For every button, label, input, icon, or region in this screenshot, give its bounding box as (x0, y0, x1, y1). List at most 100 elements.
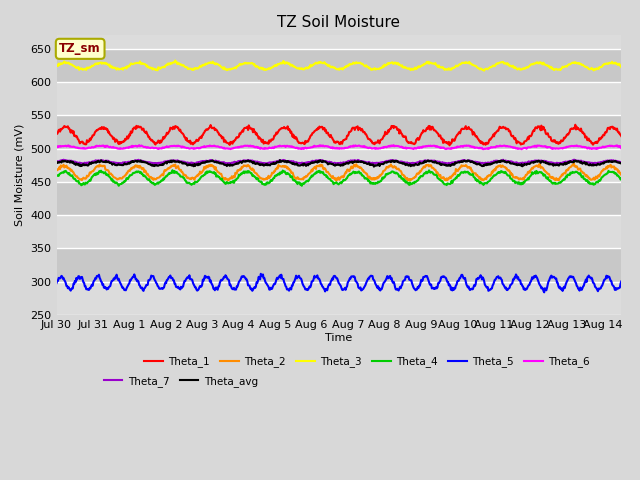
Theta_avg (382, 159, 390, 165)
Theta_3 (52, 63, 60, 69)
Line: Theta_avg: Theta_avg (56, 160, 621, 167)
Theta_7 (60, 157, 67, 163)
Theta_4 (540, 172, 548, 178)
Theta_1 (87, 135, 95, 141)
Theta_3 (480, 68, 488, 73)
Theta_1 (52, 131, 60, 136)
Line: Theta_6: Theta_6 (56, 145, 621, 149)
Bar (56, 48, 621, 82)
Text: TZ_sm: TZ_sm (60, 42, 101, 55)
Theta_2 (52, 167, 60, 172)
Theta_2 (333, 178, 340, 183)
Theta_2 (396, 168, 404, 173)
Theta_4 (483, 180, 490, 186)
Theta_7 (52, 159, 60, 165)
Theta_3 (172, 58, 179, 63)
Theta_1 (445, 143, 453, 148)
Y-axis label: Soil Moisture (mV): Soil Moisture (mV) (15, 124, 25, 227)
Theta_5 (396, 284, 404, 290)
Theta_avg (52, 159, 60, 165)
Bar (56, 282, 621, 315)
Theta_avg (276, 157, 284, 163)
Theta_4 (382, 171, 390, 177)
Theta_4 (298, 183, 306, 189)
Bar (56, 82, 621, 115)
Theta_7 (618, 159, 625, 165)
Line: Theta_7: Theta_7 (56, 160, 621, 164)
X-axis label: Time: Time (325, 333, 353, 343)
Bar (56, 215, 621, 249)
Theta_6 (518, 146, 525, 152)
Theta_7 (414, 159, 422, 165)
Theta_4 (397, 173, 404, 179)
Theta_avg (618, 160, 625, 166)
Theta_2 (87, 169, 95, 175)
Theta_2 (570, 160, 578, 166)
Theta_7 (88, 159, 96, 165)
Theta_7 (483, 160, 490, 166)
Theta_avg (540, 159, 548, 165)
Theta_4 (618, 175, 625, 181)
Theta_6 (540, 144, 548, 149)
Theta_6 (482, 146, 490, 152)
Theta_6 (396, 144, 404, 150)
Line: Theta_2: Theta_2 (56, 163, 621, 180)
Theta_5 (381, 278, 389, 284)
Theta_3 (413, 65, 421, 71)
Theta_1 (482, 142, 490, 148)
Line: Theta_5: Theta_5 (56, 274, 621, 292)
Theta_1 (540, 124, 547, 130)
Theta_7 (382, 158, 390, 164)
Line: Theta_4: Theta_4 (56, 170, 621, 186)
Theta_4 (168, 168, 176, 173)
Bar (56, 182, 621, 215)
Bar (56, 249, 621, 282)
Theta_3 (483, 66, 490, 72)
Theta_2 (540, 166, 547, 172)
Theta_2 (482, 176, 490, 181)
Theta_5 (257, 271, 264, 276)
Theta_2 (413, 171, 421, 177)
Theta_4 (87, 176, 95, 181)
Theta_6 (136, 142, 143, 148)
Theta_6 (381, 144, 389, 150)
Theta_7 (397, 158, 404, 164)
Theta_6 (413, 145, 421, 151)
Theta_2 (381, 167, 389, 173)
Title: TZ Soil Moisture: TZ Soil Moisture (277, 15, 401, 30)
Theta_3 (618, 64, 625, 70)
Theta_6 (52, 144, 60, 150)
Theta_7 (540, 158, 548, 164)
Theta_1 (381, 133, 388, 139)
Theta_7 (153, 161, 161, 167)
Theta_1 (396, 131, 403, 136)
Theta_avg (87, 161, 95, 167)
Theta_avg (483, 162, 490, 168)
Theta_5 (52, 280, 60, 286)
Theta_6 (87, 145, 95, 151)
Bar (56, 148, 621, 182)
Line: Theta_1: Theta_1 (56, 125, 621, 145)
Theta_avg (414, 162, 422, 168)
Theta_1 (412, 137, 420, 143)
Theta_5 (87, 283, 95, 289)
Line: Theta_3: Theta_3 (56, 60, 621, 71)
Theta_3 (396, 62, 404, 68)
Legend: Theta_7, Theta_avg: Theta_7, Theta_avg (100, 372, 262, 391)
Theta_3 (87, 64, 95, 70)
Theta_3 (381, 62, 389, 68)
Bar (56, 115, 621, 148)
Theta_avg (370, 164, 378, 169)
Theta_4 (414, 178, 422, 183)
Theta_4 (52, 173, 60, 179)
Theta_2 (618, 172, 625, 178)
Theta_5 (618, 279, 625, 285)
Theta_1 (572, 122, 579, 128)
Theta_5 (540, 288, 547, 294)
Theta_5 (413, 287, 421, 292)
Theta_3 (540, 61, 548, 67)
Theta_1 (618, 133, 625, 139)
Theta_6 (618, 145, 625, 151)
Theta_5 (482, 283, 490, 288)
Theta_5 (540, 289, 548, 295)
